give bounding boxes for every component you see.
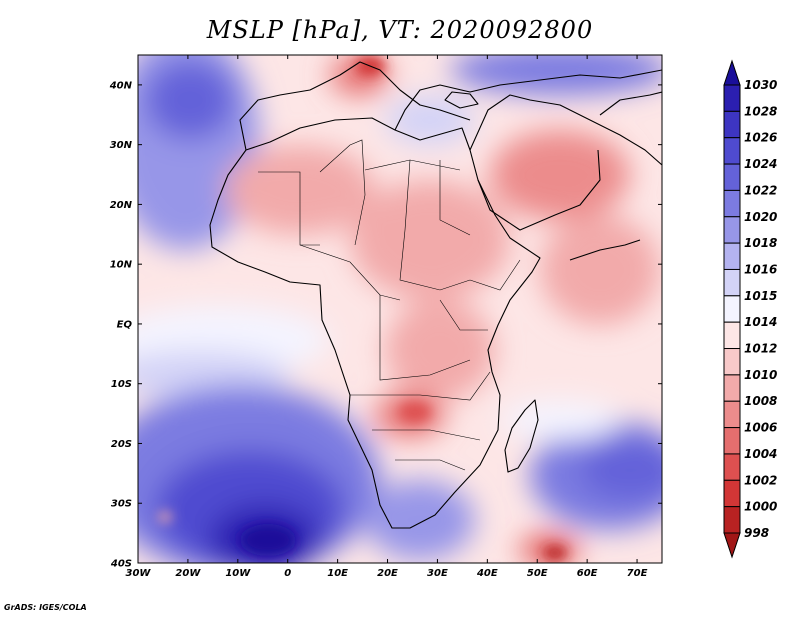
colorbar-segment: [723, 295, 741, 323]
map-title: MSLP [hPa], VT: 2020092800: [206, 16, 594, 44]
pressure-field: [138, 55, 662, 563]
lon-tick-label: 60E: [577, 568, 598, 579]
lon-tick-label: 20W: [175, 568, 201, 579]
lat-tick-label: 30N: [110, 140, 133, 151]
colorbar-label: 1030: [744, 78, 777, 92]
colorbar-label: 1002: [744, 473, 777, 487]
colorbar-label: 1028: [744, 104, 777, 118]
footer-credit: GrADS: IGES/COLA: [4, 603, 87, 612]
colorbar-segment: [723, 348, 741, 376]
lon-tick-label: 50E: [527, 568, 548, 579]
colorbar-bottom-arrow: [723, 532, 741, 559]
colorbar-segment: [723, 268, 741, 297]
lat-tick-label: 40S: [110, 559, 132, 570]
lon-tick-label: 10W: [225, 568, 251, 579]
colorbar-label: 1010: [744, 368, 777, 382]
plot-frame: [137, 54, 663, 564]
lat-tick-label: 30S: [111, 499, 132, 510]
colorbar-segment: [723, 163, 741, 191]
lat-tick-label: 10S: [111, 379, 132, 390]
lon-tick-label: 0: [284, 568, 291, 579]
lon-tick-label: 30E: [427, 568, 448, 579]
lon-tick-label: 40E: [476, 568, 498, 579]
colorbar-segment: [723, 374, 741, 402]
colorbar-label: 1018: [744, 236, 777, 250]
colorbar-label: 1016: [744, 262, 777, 276]
colorbar-label: 998: [744, 526, 769, 540]
colorbar-segment: [723, 137, 741, 165]
colorbar-label: 1020: [744, 210, 777, 224]
lon-tick-label: 70E: [627, 568, 648, 579]
colorbar-segment: [723, 400, 741, 429]
lat-tick-label: EQ: [117, 319, 133, 330]
colorbar-segment: [723, 321, 741, 350]
colorbar-segment: [723, 453, 741, 481]
colorbar-segment: [723, 110, 741, 139]
colorbar-label: 1012: [744, 342, 777, 356]
coastlines: [209, 61, 662, 529]
lat-tick-label: 20S: [111, 439, 132, 450]
lon-tick-label: 10E: [327, 568, 348, 579]
lat-tick-label: 40N: [109, 80, 133, 91]
latitude-axis: 40N 30N 20N 10N EQ 10S 20S 30S 40S: [109, 80, 662, 570]
lat-tick-label: 10N: [110, 260, 133, 271]
colorbar-segment: [723, 84, 741, 112]
lon-tick-label: 30W: [126, 568, 152, 579]
colorbar-label: 1014: [744, 315, 777, 329]
longitude-axis: 30W 20W 10W 0 10E 20E 30E 40E 50E 60E 70E: [126, 55, 648, 579]
colorbar-segment: [723, 189, 741, 218]
colorbar-label: 1024: [744, 157, 777, 171]
colorbar-segment: [723, 242, 741, 270]
colorbar-label: 1006: [744, 421, 777, 435]
colorbar-segment: [723, 479, 741, 508]
lon-tick-label: 20E: [377, 568, 398, 579]
colorbar-label: 1022: [744, 183, 777, 197]
country-borders: [258, 139, 521, 471]
colorbar-label: 1008: [744, 394, 777, 408]
colorbar-top-arrow: [723, 59, 741, 86]
colorbar-label: 1026: [744, 131, 777, 145]
colorbar-label: 1004: [744, 447, 777, 461]
colorbar-segment: [723, 216, 741, 244]
colorbar-label: 1000: [744, 500, 777, 514]
colorbar: 1030 1028 1026 1024 1022 1020 1018 1016 1015 1014…: [723, 59, 777, 559]
lat-tick-label: 20N: [110, 200, 133, 211]
colorbar-segment: [723, 427, 741, 455]
colorbar-label: 1015: [744, 289, 777, 303]
colorbar-segment: [723, 506, 741, 534]
